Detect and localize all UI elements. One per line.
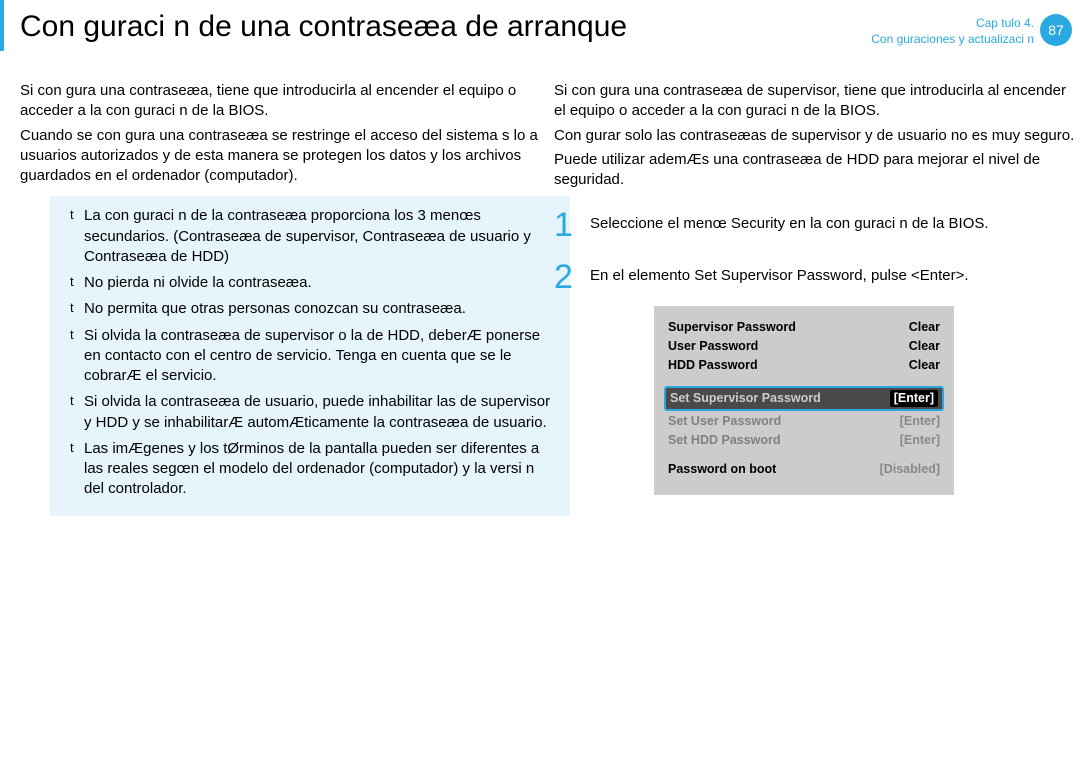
right-para-3: Puede utilizar ademÆs una contraseæa de … xyxy=(554,150,1080,191)
page-number-badge: 87 xyxy=(1040,14,1072,46)
note-list: La con guraci n de la contraseæa proporc… xyxy=(70,206,556,499)
note-item: Si olvida la contraseæa de usuario, pued… xyxy=(70,392,556,433)
bios-row: Set HDD Password [Enter] xyxy=(668,431,940,450)
bios-row: Set User Password [Enter] xyxy=(668,412,940,431)
bios-value: Clear xyxy=(909,338,940,355)
bios-screenshot: Supervisor Password Clear User Password … xyxy=(654,306,954,494)
bios-value: Clear xyxy=(909,357,940,374)
chapter-info: Cap tulo 4. Con guraciones y actualizaci… xyxy=(871,10,1040,47)
bios-row: User Password Clear xyxy=(668,337,940,356)
note-item: No pierda ni olvide la contraseæa. xyxy=(70,273,556,293)
content-area: Si con gura una contraseæa, tiene que in… xyxy=(0,51,1080,516)
bios-row: Password on boot [Disabled] xyxy=(668,460,940,479)
step-1: 1 Seleccione el menœ Security en la con … xyxy=(554,208,1080,242)
step-2: 2 En el elemento Set Supervisor Password… xyxy=(554,260,1080,294)
right-para-2: Con gurar solo las contraseæas de superv… xyxy=(554,126,1080,146)
bios-value: [Disabled] xyxy=(880,461,940,478)
note-item: Si olvida la contraseæa de supervisor o … xyxy=(70,326,556,387)
chapter-line2: Con guraciones y actualizaci n xyxy=(871,32,1034,48)
bios-row: HDD Password Clear xyxy=(668,356,940,375)
right-para-1: Si con gura una contraseæa de supervisor… xyxy=(554,81,1080,122)
step-number: 2 xyxy=(554,260,590,294)
left-column: Si con gura una contraseæa, tiene que in… xyxy=(20,81,550,516)
bios-value: Clear xyxy=(909,319,940,336)
note-box: La con guraci n de la contraseæa proporc… xyxy=(50,196,570,515)
bios-row: Supervisor Password Clear xyxy=(668,318,940,337)
bios-separator xyxy=(668,375,940,385)
note-item: No permita que otras personas conozcan s… xyxy=(70,299,556,319)
note-item: La con guraci n de la contraseæa proporc… xyxy=(70,206,556,267)
bios-value: [Enter] xyxy=(900,432,940,449)
header-right: Cap tulo 4. Con guraciones y actualizaci… xyxy=(871,10,1080,47)
step-text: Seleccione el menœ Security en la con gu… xyxy=(590,208,989,234)
page-header: Con guraci n de una contraseæa de arranq… xyxy=(0,0,1080,51)
bios-separator xyxy=(668,450,940,460)
left-para-2: Cuando se con gura una contraseæa se res… xyxy=(20,126,542,187)
bios-label: Password on boot xyxy=(668,461,776,478)
step-number: 1 xyxy=(554,208,590,242)
bios-label: User Password xyxy=(668,338,758,355)
bios-value: [Enter] xyxy=(900,413,940,430)
bios-enter-button: [Enter] xyxy=(890,390,938,407)
bios-label: Set Supervisor Password xyxy=(670,390,821,407)
bios-label: Supervisor Password xyxy=(668,319,796,336)
bios-label: Set User Password xyxy=(668,413,781,430)
chapter-line1: Cap tulo 4. xyxy=(871,16,1034,32)
note-item: Las imÆgenes y los tØrminos de la pantal… xyxy=(70,439,556,500)
step-text: En el elemento Set Supervisor Password, … xyxy=(590,260,969,286)
bios-highlighted-row: Set Supervisor Password [Enter] xyxy=(664,386,944,411)
left-para-1: Si con gura una contraseæa, tiene que in… xyxy=(20,81,542,122)
right-column: Si con gura una contraseæa de supervisor… xyxy=(550,81,1080,516)
page-title: Con guraci n de una contraseæa de arranq… xyxy=(4,10,871,44)
bios-label: Set HDD Password xyxy=(668,432,781,449)
bios-label: HDD Password xyxy=(668,357,758,374)
